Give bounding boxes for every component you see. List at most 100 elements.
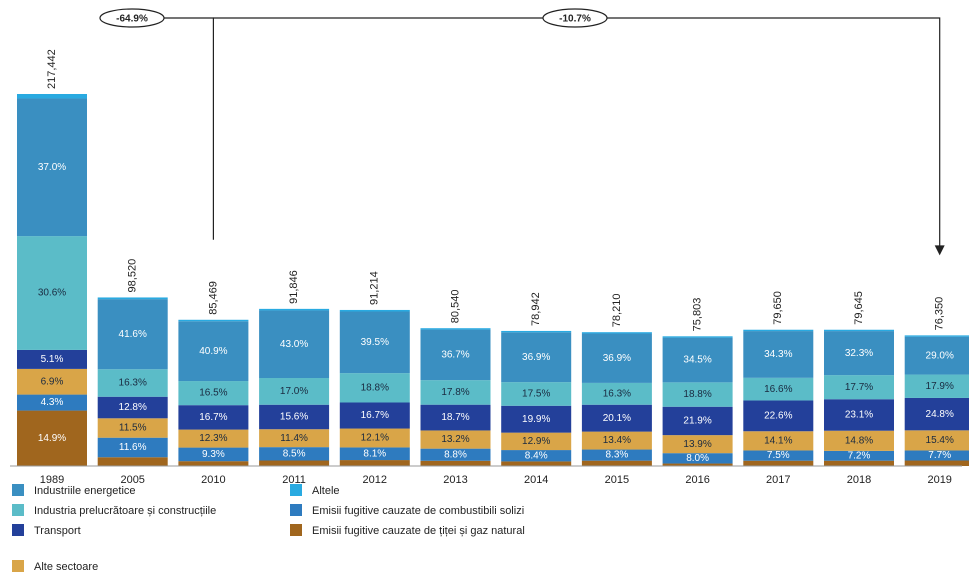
bar-segment (662, 336, 733, 338)
bar-segment (501, 461, 572, 466)
total-label: 79,645 (853, 291, 865, 325)
bar-segment (824, 331, 894, 376)
segment-label: 16.3% (119, 378, 147, 389)
segment-label: 39.5% (361, 337, 389, 348)
x-tick-label: 2012 (363, 474, 387, 486)
bar-segment (178, 319, 249, 322)
segment-label: 24.8% (926, 409, 954, 420)
segment-label: 17.0% (280, 386, 308, 397)
bar-segment (501, 382, 572, 406)
bar-segment (17, 368, 87, 395)
total-label: 78,942 (530, 292, 542, 326)
segment-label: 34.5% (683, 355, 711, 366)
bar-segment (259, 308, 330, 311)
bar-segment (824, 375, 894, 400)
segment-label: 8.4% (525, 450, 548, 461)
bar-segment (339, 460, 410, 466)
segment-label: 11.4% (280, 433, 308, 444)
x-tick-label: 2018 (847, 474, 871, 486)
x-tick-label: 2011 (282, 474, 306, 486)
segment-label: 21.9% (683, 416, 711, 427)
segment-label: 12.3% (199, 433, 227, 444)
x-tick-label: 2014 (524, 474, 548, 486)
bar-segment (743, 331, 814, 378)
segment-label: 37.0% (38, 162, 66, 173)
bar-segment (178, 381, 249, 406)
legend-label: Emisii fugitive cauzate de combustibili … (312, 505, 524, 517)
bar-segment (17, 394, 87, 411)
bar-segment (581, 449, 652, 461)
bar-segment (178, 461, 249, 466)
bar-segment (178, 429, 249, 448)
bar-segment (904, 430, 969, 451)
bar-segment (581, 332, 652, 334)
bar-segment (339, 428, 410, 448)
bar-segment (17, 236, 87, 350)
bar-segment (824, 399, 894, 431)
legend-swatch (12, 560, 24, 572)
segment-label: 19.9% (522, 414, 550, 425)
bar-segment (339, 309, 410, 312)
bar-segment (904, 397, 969, 431)
segment-label: 15.4% (926, 435, 954, 446)
bar-segment (339, 447, 410, 461)
bar-segment (339, 402, 410, 429)
segment-label: 11.6% (119, 442, 147, 453)
segment-label: 14.8% (845, 435, 873, 446)
bar-segment (743, 400, 814, 432)
bar-segment (904, 374, 969, 398)
bar-segment (420, 380, 491, 405)
legend-swatch (12, 484, 24, 496)
annotation-line (100, 17, 214, 240)
bar-segment (662, 435, 733, 454)
legend-swatch (12, 504, 24, 516)
bar-segment (17, 349, 87, 369)
total-label: 85,469 (207, 281, 219, 315)
x-tick-label: 2013 (443, 474, 467, 486)
segment-label: 8.0% (686, 453, 709, 464)
bar-segment (904, 336, 969, 375)
legend-swatch (290, 504, 302, 516)
segment-label: 8.3% (606, 450, 629, 461)
legend-label: Alte sectoare (34, 561, 98, 573)
bar-segment (97, 369, 168, 397)
segment-label: 22.6% (764, 410, 792, 421)
segment-label: 8.8% (444, 449, 467, 460)
segment-label: 14.1% (764, 435, 792, 446)
bar-segment (17, 410, 87, 466)
legend-swatch (290, 524, 302, 536)
legend-label: Industriile energetice (34, 485, 136, 497)
arrow-head (934, 245, 945, 256)
legend-swatch (12, 524, 24, 536)
bar-segment (662, 463, 733, 466)
bar-segment (662, 453, 733, 464)
segment-label: 7.5% (767, 450, 790, 461)
legend-label: Transport (34, 525, 81, 537)
segment-label: 16.7% (361, 410, 389, 421)
bar-segment (581, 404, 652, 432)
segment-label: 16.3% (603, 388, 631, 399)
bar-segment (824, 460, 894, 466)
segment-label: 41.6% (119, 329, 147, 340)
bar-segment (97, 457, 168, 466)
bar-segment (97, 437, 168, 458)
bar-segment (97, 418, 168, 438)
segment-label: 7.7% (928, 450, 951, 461)
bar-segment (904, 335, 969, 337)
bar-segment (17, 98, 87, 237)
segment-label: 29.0% (926, 350, 954, 361)
bar-segment (743, 431, 814, 451)
bar-segment (17, 94, 87, 99)
segment-label: 12.9% (522, 436, 550, 447)
bar-segment (743, 377, 814, 401)
segment-label: 16.6% (764, 384, 792, 395)
total-label: 76,350 (934, 297, 946, 331)
total-label: 78,210 (611, 294, 623, 328)
annotation: -64.9% (116, 14, 148, 25)
segment-label: 16.5% (199, 388, 227, 399)
bar-segment (501, 432, 572, 451)
segment-label: 43.0% (280, 339, 308, 350)
segment-label: 11.5% (119, 423, 147, 434)
bar-segment (420, 404, 491, 431)
x-tick-label: 2010 (201, 474, 225, 486)
